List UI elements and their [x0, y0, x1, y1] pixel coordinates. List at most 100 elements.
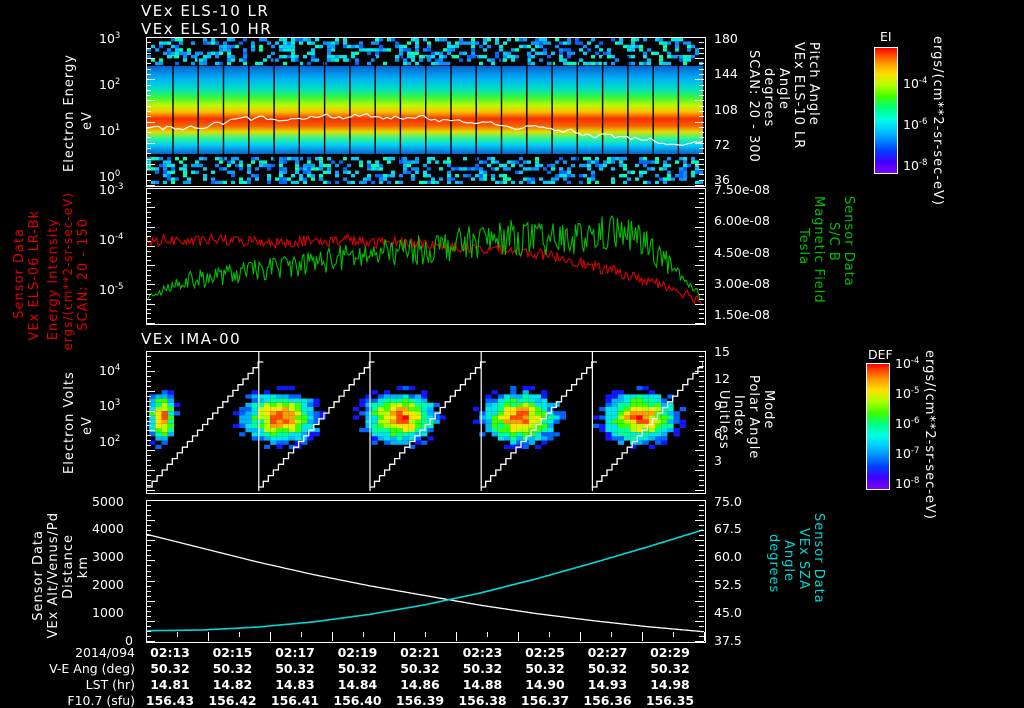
axis-tick — [146, 555, 151, 557]
axis-tick — [699, 615, 704, 617]
axis-tick — [699, 455, 704, 457]
panel4-ytick-right-4: 45.0 — [714, 605, 742, 620]
axis-tick — [699, 313, 704, 315]
axis-tick — [699, 425, 704, 427]
axis-tick — [146, 294, 151, 296]
axis-tick — [699, 480, 704, 482]
panel3-ytick-1: 103 — [99, 398, 121, 414]
axis-tick — [699, 555, 704, 557]
axis-tick — [146, 480, 151, 482]
panel1-plot-area[interactable] — [146, 37, 706, 187]
axis-tick — [699, 158, 704, 160]
axis-tick — [146, 197, 151, 199]
axis-tick — [146, 179, 151, 181]
axis-tick — [699, 308, 704, 310]
x-axis-tick — [363, 632, 364, 637]
axis-tick — [699, 294, 704, 296]
panel2-ytick-right-2: 4.50e-08 — [714, 245, 770, 260]
panel1-y-axis-label: Electron Energy — [62, 54, 77, 172]
panel4-ytick-4: 1000 — [92, 605, 124, 620]
axis-tick — [699, 435, 704, 437]
axis-table-cell: 02:15 — [212, 645, 253, 660]
x-axis-tick — [673, 632, 674, 637]
x-axis-tick — [518, 632, 519, 641]
axis-tick — [699, 525, 704, 527]
panel1-ytick-right-1: 144 — [714, 66, 738, 81]
x-axis-tick — [208, 632, 209, 641]
axis-tick — [146, 600, 155, 602]
axis-table-cell: 14.82 — [212, 677, 253, 692]
axis-tick — [146, 37, 155, 38]
axis-tick — [695, 500, 704, 501]
axis-tick — [146, 545, 151, 547]
axis-tick — [146, 405, 151, 407]
axis-tick — [146, 79, 155, 81]
panel1-ytick-3: 100 — [99, 169, 121, 185]
x-axis-tick — [301, 632, 302, 637]
panel4-plot-area[interactable] — [146, 500, 706, 643]
axis-tick — [146, 308, 151, 310]
axis-tick — [695, 323, 704, 324]
axis-table-cell: 14.83 — [275, 677, 315, 692]
axis-tick — [699, 236, 704, 238]
x-axis-tick — [580, 632, 581, 641]
axis-tick — [699, 231, 704, 233]
axis-tick — [699, 221, 704, 223]
axis-tick — [146, 192, 151, 194]
panel2-plot-area[interactable] — [146, 188, 706, 325]
panel1-colorbar-units: ergs/(cm**2-sr-sec-eV) — [930, 36, 945, 206]
panel3-ytick-right-0: 15 — [714, 344, 730, 359]
axis-table-cell: 02:23 — [462, 645, 503, 660]
axis-tick — [146, 365, 151, 367]
axis-tick — [699, 515, 704, 517]
panel2-left-label-3: ergs/(cm**2-sr-sec-eV) — [61, 192, 75, 351]
axis-tick — [146, 142, 155, 144]
axis-table-cell: 50.32 — [400, 661, 440, 676]
axis-tick — [699, 174, 704, 176]
axis-tick — [146, 475, 151, 477]
panel1-ytick-right-3: 72 — [714, 137, 730, 152]
axis-tick — [695, 351, 704, 352]
panel2-ytick-2: 10-5 — [99, 282, 124, 298]
axis-table-cell: 02:19 — [337, 645, 378, 660]
axis-tick — [146, 535, 151, 537]
panel3-right-label-0: Mode — [761, 390, 776, 430]
panel3-plot-area[interactable] — [146, 351, 706, 494]
axis-tick — [699, 365, 704, 367]
axis-tick — [146, 63, 151, 65]
axis-tick — [699, 510, 704, 512]
axis-tick — [146, 163, 155, 165]
axis-tick — [695, 370, 704, 372]
axis-tick — [695, 226, 704, 228]
axis-tick — [146, 420, 151, 422]
axis-tick — [146, 540, 155, 542]
axis-tick — [146, 465, 151, 467]
axis-tick — [146, 470, 155, 472]
axis-tick — [146, 121, 155, 123]
axis-row-label-2: LST (hr) — [85, 677, 135, 692]
axis-tick — [699, 530, 704, 532]
panel3-colorbar-tick-0: 10-4 — [895, 356, 920, 372]
axis-tick — [146, 279, 151, 281]
axis-tick — [695, 58, 704, 60]
axis-tick — [146, 47, 151, 49]
axis-table-cell: 156.39 — [395, 693, 445, 708]
panel4-ytick-right-3: 52.5 — [714, 577, 742, 592]
panel3-right-label-1: Polar Angle — [746, 375, 761, 460]
panel1-ytick-2: 101 — [99, 123, 121, 139]
axis-tick — [695, 163, 704, 165]
axis-tick — [699, 570, 704, 572]
axis-tick — [699, 89, 704, 91]
panel4-ytick-3: 2000 — [92, 577, 124, 592]
axis-tick — [699, 216, 704, 218]
panel2-left-label-1: VEx ELS-06 LR-Bk — [27, 210, 42, 341]
x-axis-tick — [549, 632, 550, 637]
x-axis-tick — [456, 632, 457, 641]
axis-tick — [146, 641, 155, 642]
axis-tick — [146, 298, 151, 300]
axis-tick — [146, 530, 151, 532]
axis-row-label-1: V-E Ang (deg) — [49, 661, 135, 676]
axis-tick — [146, 116, 151, 118]
axis-tick — [695, 410, 704, 412]
axis-table-cell: 156.40 — [333, 693, 382, 708]
